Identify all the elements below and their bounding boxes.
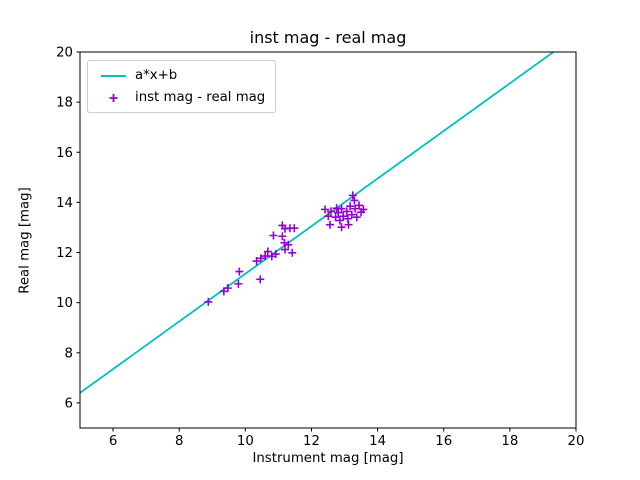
scatter-marker: [352, 213, 361, 222]
y-tick-label: 12: [56, 246, 73, 261]
plot-frame: [79, 51, 577, 429]
scatter-marker: [234, 279, 243, 288]
plus-marker-icon: [109, 93, 118, 102]
y-tick-label: 6: [65, 396, 73, 411]
scatter-marker: [325, 220, 334, 229]
scatter-points: [204, 191, 368, 306]
scatter-marker: [263, 247, 272, 256]
scatter-marker: [326, 207, 335, 216]
y-tick-label: 14: [56, 196, 73, 211]
scatter-marker: [278, 232, 287, 241]
y-axis-label: Real mag [mag]: [17, 187, 33, 294]
y-tick-label: 18: [56, 96, 73, 111]
x-tick-label: 14: [369, 434, 386, 449]
x-tick-label: 10: [237, 434, 254, 449]
x-tick-label: 16: [435, 434, 452, 449]
legend-entry-fit-line: a*x+b: [100, 66, 265, 85]
y-tick-label: 8: [65, 346, 73, 361]
scatter-marker: [288, 248, 297, 257]
scatter-marker: [348, 191, 357, 200]
scatter-marker: [281, 245, 290, 254]
scatter-marker: [271, 250, 280, 259]
x-tick-label: 20: [568, 434, 585, 449]
x-tick-label: 12: [303, 434, 320, 449]
scatter-marker: [337, 223, 346, 232]
legend-entry-scatter: inst mag - real mag: [100, 88, 265, 107]
scatter-marker: [335, 216, 344, 225]
legend: a*x+b inst mag - real mag: [87, 60, 277, 113]
scatter-marker: [204, 297, 213, 306]
scatter-marker: [324, 212, 333, 221]
legend-label-scatter: inst mag - real mag: [135, 90, 266, 105]
x-tick-label: 18: [501, 434, 518, 449]
x-axis-label: Instrument mag [mag]: [252, 451, 404, 466]
scatter-marker: [331, 213, 340, 222]
scatter-marker: [334, 208, 343, 217]
scatter-marker: [350, 196, 359, 205]
scatter-marker: [321, 205, 330, 214]
scatter-marker: [344, 220, 353, 229]
line-sample-icon: [101, 74, 126, 77]
scatter-marker: [359, 205, 368, 214]
scatter-marker: [284, 240, 293, 249]
chart-title: inst mag - real mag: [249, 28, 407, 47]
scatter-marker: [337, 204, 346, 213]
scatter-marker: [252, 257, 261, 266]
scatter-marker: [290, 224, 299, 233]
scatter-marker: [235, 267, 244, 276]
scatter-marker: [256, 254, 265, 263]
scatter-marker: [346, 202, 355, 211]
x-tick-label: 8: [175, 434, 183, 449]
scatter-marker: [223, 284, 232, 293]
scatter-marker: [347, 210, 356, 219]
scatter-marker: [339, 212, 348, 221]
y-tick-label: 16: [56, 146, 73, 161]
scatter-marker: [355, 201, 364, 210]
y-tick-label: 20: [56, 46, 73, 61]
scatter-marker: [256, 275, 265, 284]
scatter-marker: [269, 231, 278, 240]
y-tick-label: 10: [56, 296, 73, 311]
legend-label-fit: a*x+b: [135, 68, 178, 83]
x-tick-label: 6: [109, 434, 117, 449]
scatter-marker: [342, 207, 351, 216]
